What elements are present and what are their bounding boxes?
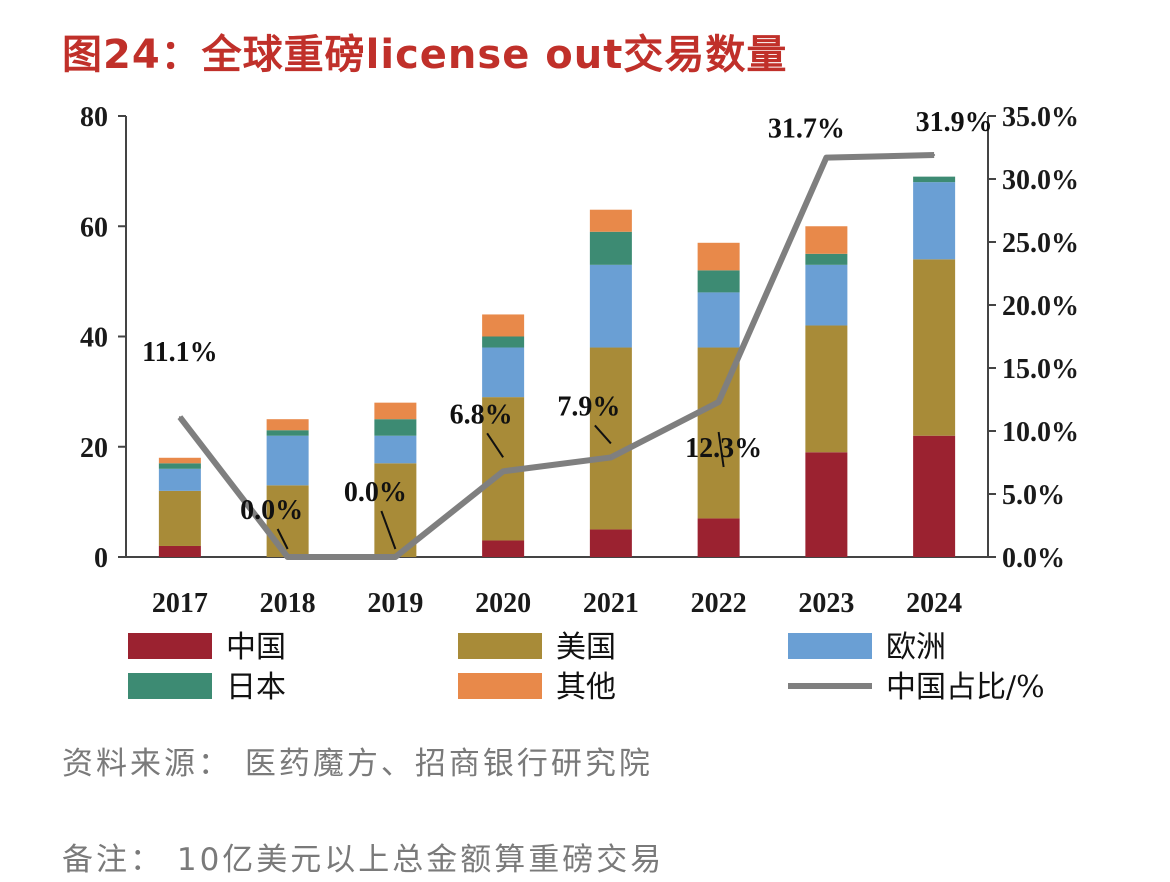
share-line-point (609, 456, 612, 459)
line-data-label: 6.8% (450, 399, 513, 430)
label-leader-line (276, 528, 289, 550)
bar-segment (158, 490, 201, 546)
y-left-tick-label: 40 (80, 323, 108, 354)
share-line (177, 152, 935, 560)
bar-segment (374, 463, 417, 557)
bar-segment (805, 264, 848, 326)
bar-segment (697, 270, 740, 293)
bar-segment (589, 529, 632, 557)
bar-segment (913, 259, 956, 436)
bar-segment (805, 325, 848, 453)
line-data-label: 12.3% (685, 433, 762, 464)
bar-segment (913, 176, 956, 183)
bar-segment (805, 452, 848, 557)
bar-segment (158, 463, 201, 469)
share-line-point (825, 156, 828, 159)
bar-segment (589, 209, 632, 232)
bar-segment (266, 485, 309, 557)
x-tick-label: 2019 (367, 588, 423, 619)
y-left-tick-label: 80 (80, 102, 108, 133)
bar-segment (697, 292, 740, 348)
y-right-tick-label: 5.0% (1002, 480, 1065, 511)
legend-label: 欧洲 (886, 630, 946, 665)
y-right-tick-label: 0.0% (1002, 543, 1065, 574)
y-right-tick-label: 30.0% (1002, 165, 1079, 196)
bar-segment (697, 518, 740, 557)
legend-swatch (128, 633, 212, 659)
remark-note: 备注： 10亿美元以上总金额算重磅交易 (62, 842, 665, 878)
share-line-point (502, 470, 505, 473)
line-data-label: 7.9% (557, 391, 620, 422)
legend-label: 日本 (226, 670, 286, 705)
y-right-tick-label: 20.0% (1002, 291, 1079, 322)
bar-segment (913, 182, 956, 260)
bar-segment (482, 540, 525, 557)
line-data-label: 31.7% (768, 114, 845, 145)
chart-title: 图24：全球重磅license out交易数量 (62, 32, 788, 78)
bar-segment (805, 253, 848, 265)
legend-label: 其他 (556, 670, 616, 705)
share-line-point (286, 556, 289, 558)
bar-segment (158, 545, 201, 557)
bar-segment (589, 231, 632, 265)
y-right-tick-label: 25.0% (1002, 228, 1079, 259)
line-data-label: 11.1% (142, 337, 217, 368)
bar-segment (158, 468, 201, 491)
bar-segment (805, 226, 848, 254)
bar-segment (482, 347, 525, 398)
label-leader-line (380, 510, 397, 550)
legend-swatch (458, 633, 542, 659)
bar-segment (266, 435, 309, 486)
label-leader-line (486, 432, 504, 458)
label-leader-line (717, 431, 725, 468)
bar-segment (158, 457, 201, 464)
bar-segment (589, 347, 632, 530)
x-tick-label: 2020 (475, 588, 531, 619)
y-left-tick-label: 0 (94, 543, 108, 574)
x-tick-label: 2021 (583, 588, 639, 619)
line-data-label: 31.9% (916, 107, 993, 138)
share-line-point (717, 401, 720, 404)
share-line-point (178, 416, 181, 419)
legend-swatch (788, 633, 872, 659)
y-left-tick-label: 60 (80, 212, 108, 243)
y-right-tick-label: 35.0% (1002, 102, 1079, 133)
legend-label: 中国 (226, 630, 286, 665)
bar-segment (374, 402, 417, 420)
x-tick-label: 2022 (691, 588, 747, 619)
x-tick-label: 2023 (798, 588, 854, 619)
y-right-tick-label: 10.0% (1002, 417, 1079, 448)
x-tick-label: 2017 (152, 588, 208, 619)
bar-segment (697, 242, 740, 271)
label-leader-line (594, 424, 612, 445)
legend-swatch (458, 673, 542, 699)
bar-segment (482, 314, 525, 337)
y-right-tick-label: 15.0% (1002, 354, 1079, 385)
legend-swatch (128, 673, 212, 699)
bar-segment (266, 430, 309, 436)
legend-label: 美国 (556, 630, 616, 665)
bar-segment (589, 264, 632, 348)
bar-segment (374, 435, 417, 464)
bar-segment (266, 419, 309, 431)
bar-segment (913, 435, 956, 557)
line-data-label: 0.0% (344, 477, 407, 508)
bar-segment (374, 419, 417, 436)
legend-label: 中国占比/% (886, 670, 1045, 705)
share-line-point (933, 154, 936, 157)
line-data-label: 0.0% (240, 495, 303, 526)
source-note: 资料来源： 医药魔方、招商银行研究院 (62, 746, 653, 782)
bar-segment (482, 336, 525, 348)
x-tick-label: 2024 (906, 588, 962, 619)
y-left-tick-label: 20 (80, 433, 108, 464)
x-tick-label: 2018 (260, 588, 316, 619)
share-line-point (394, 556, 397, 558)
